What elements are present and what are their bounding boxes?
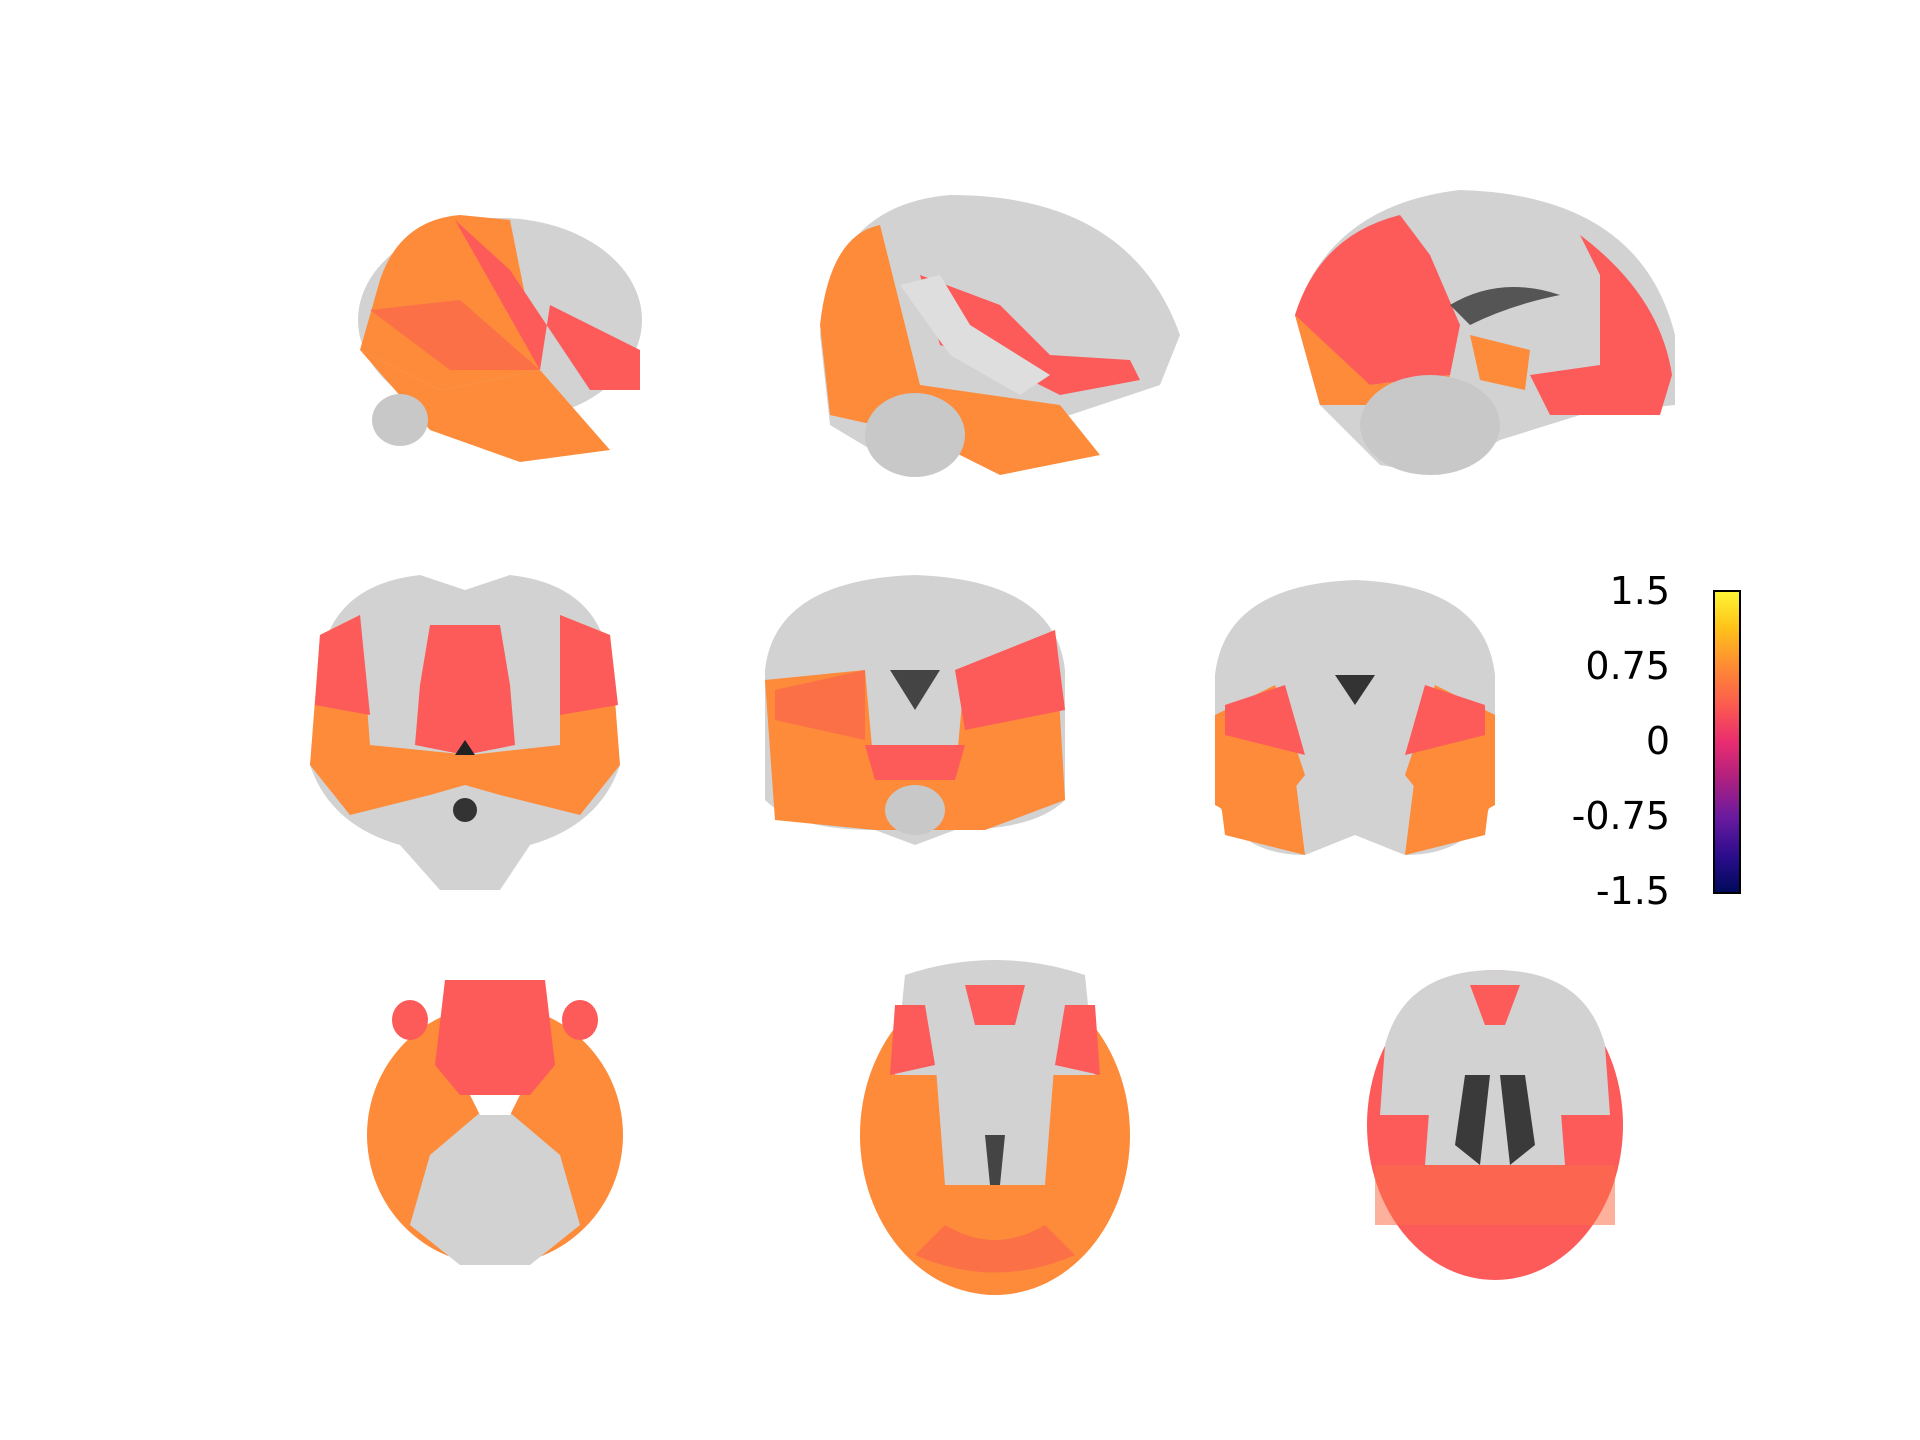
colorbar-tick-label: -0.75 xyxy=(1571,794,1670,838)
colorbar-tick-label: -1.5 xyxy=(1595,869,1670,913)
coronal-slice-3 xyxy=(1215,580,1495,855)
colorbar-tick-label: 1.5 xyxy=(1609,569,1670,613)
colorbar-tick-label: 0 xyxy=(1645,719,1670,763)
colorbar xyxy=(1713,590,1741,894)
coronal-slice-1 xyxy=(310,575,620,890)
axial-slice-3 xyxy=(1367,970,1623,1280)
sagittal-slice-2 xyxy=(820,195,1180,477)
axial-slice-1 xyxy=(367,980,623,1265)
sagittal-slice-1 xyxy=(358,215,642,462)
axial-slice-2 xyxy=(860,960,1130,1295)
sagittal-slice-3 xyxy=(1295,190,1675,475)
colorbar-tick-label: 0.75 xyxy=(1585,644,1670,688)
coronal-slice-2 xyxy=(765,575,1065,845)
